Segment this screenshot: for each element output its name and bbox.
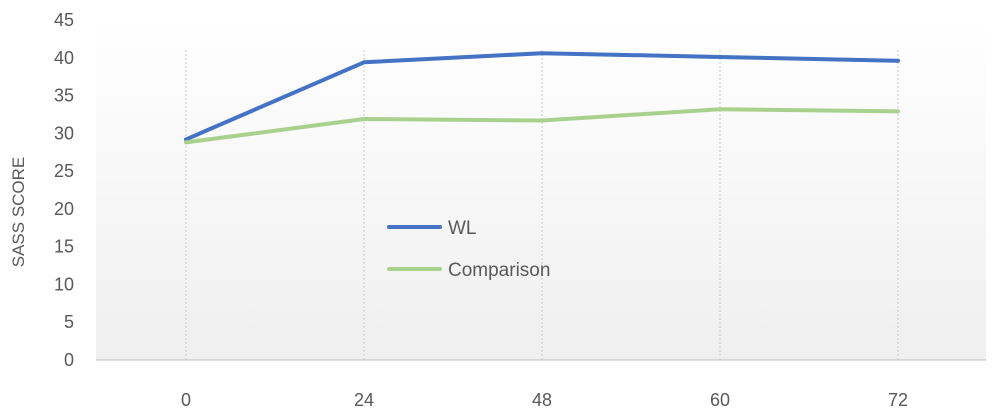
y-tick-label: 35 [54, 86, 74, 106]
series-line-comparison [184, 107, 900, 145]
series-lines [184, 51, 900, 145]
y-tick-label: 45 [54, 10, 74, 30]
y-tick-label: 10 [54, 274, 74, 294]
y-tick-label: 20 [54, 199, 74, 219]
series-line-wl [184, 51, 900, 142]
plot-area-background [96, 16, 986, 360]
y-tick-label: 40 [54, 48, 74, 68]
x-axis-ticks: 0 24 48 60 72 [181, 390, 908, 410]
y-axis-ticks: 0 5 10 15 20 25 30 35 40 45 [54, 10, 74, 370]
x-tick-label: 60 [710, 390, 730, 410]
legend-label: WL [448, 218, 477, 239]
x-tick-label: 48 [532, 390, 552, 410]
legend-label: Comparison [448, 260, 550, 281]
x-tick-label: 72 [888, 390, 908, 410]
y-axis-title: SASS SCORE [9, 157, 28, 268]
x-tick-label: 0 [181, 390, 191, 410]
y-tick-label: 5 [64, 312, 74, 332]
y-tick-label: 15 [54, 237, 74, 257]
y-tick-label: 30 [54, 123, 74, 143]
legend: WL Comparison [387, 218, 550, 281]
y-tick-label: 25 [54, 161, 74, 181]
y-tick-label: 0 [64, 350, 74, 370]
x-tick-label: 24 [354, 390, 374, 410]
